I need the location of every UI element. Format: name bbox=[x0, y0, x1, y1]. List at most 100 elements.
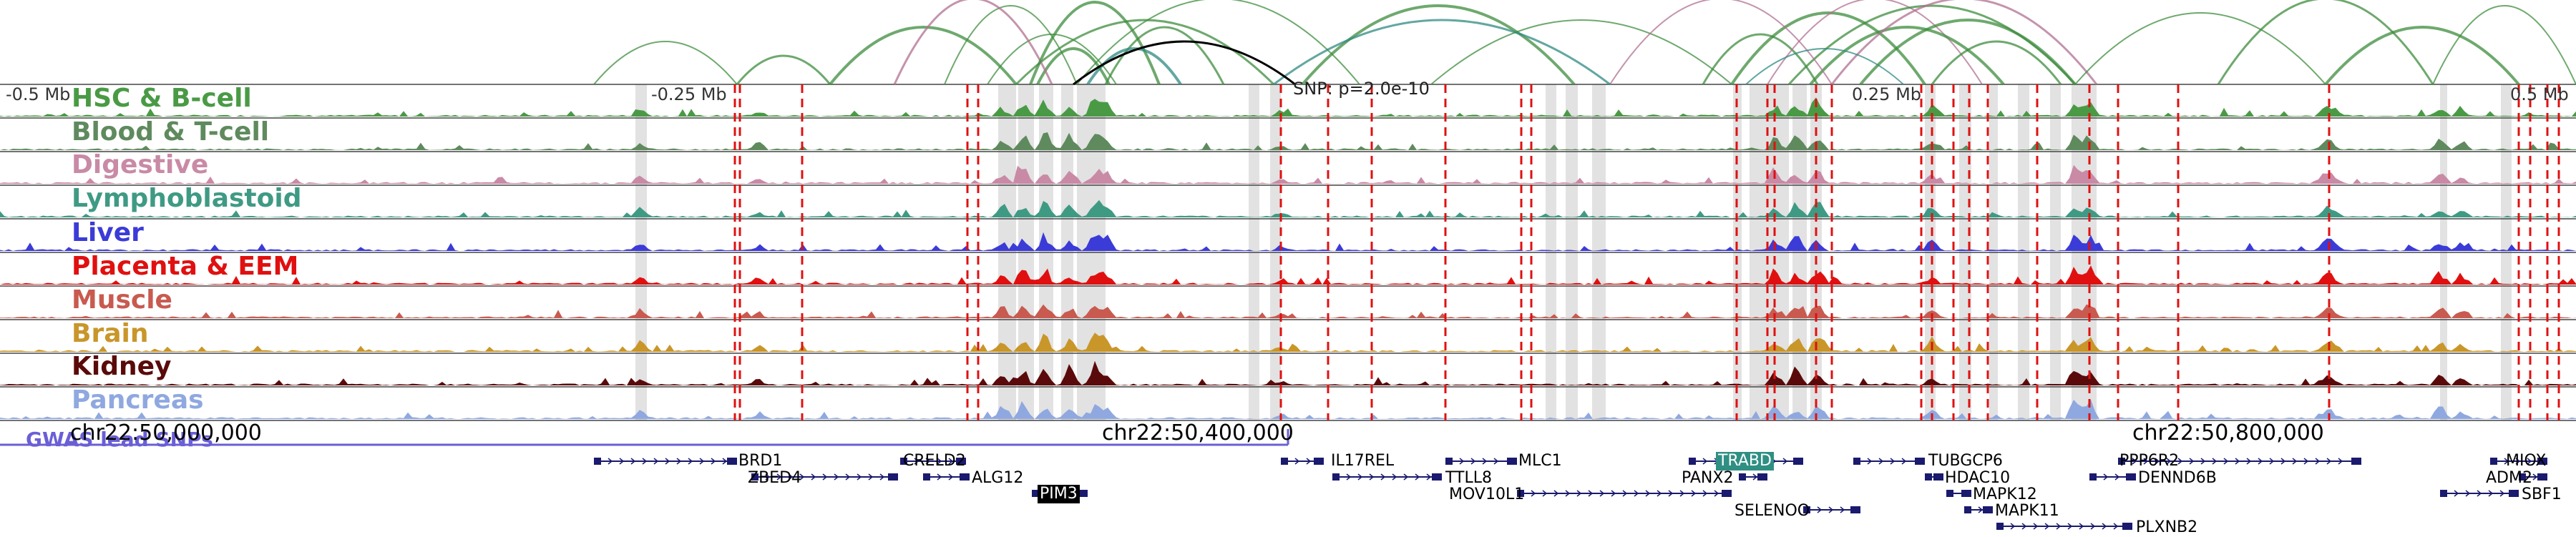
gene-label-panx2[interactable]: PANX2 bbox=[1682, 469, 1734, 487]
gene-exon bbox=[1757, 473, 1767, 481]
track-label-blood[interactable]: Blood & T-cell bbox=[72, 117, 270, 147]
strand-arrow bbox=[925, 458, 931, 465]
strand-arrow bbox=[688, 458, 693, 465]
gene-exon bbox=[1933, 473, 1943, 481]
strand-arrow bbox=[665, 458, 670, 465]
gene-exon bbox=[1925, 473, 1932, 481]
strand-arrow bbox=[653, 458, 659, 465]
gene-label-miox[interactable]: MIOX bbox=[2506, 452, 2547, 470]
gene-exon bbox=[1961, 490, 1971, 497]
interaction-arc bbox=[2217, 0, 2434, 85]
strand-arrow bbox=[1634, 490, 1639, 497]
coordinate-label: chr22:50,400,000 bbox=[1102, 420, 1294, 445]
track-label-liver[interactable]: Liver bbox=[72, 218, 144, 247]
signal-track-pancreas bbox=[0, 399, 2576, 419]
interaction-arc bbox=[1745, 48, 1904, 85]
strand-arrow bbox=[1392, 473, 1397, 481]
strand-arrow bbox=[1611, 490, 1616, 497]
strand-arrow bbox=[1867, 458, 1873, 465]
strand-arrow bbox=[1817, 506, 1823, 513]
gene-exon bbox=[1432, 473, 1442, 481]
signal-track-muscle bbox=[0, 304, 2576, 318]
strand-arrow bbox=[2258, 458, 2263, 465]
gene-exon bbox=[594, 458, 601, 465]
gene-label-adm2[interactable]: ADM2 bbox=[2486, 469, 2532, 487]
track-label-muscle[interactable]: Muscle bbox=[72, 285, 172, 315]
gene-label-alg12[interactable]: ALG12 bbox=[972, 469, 1024, 487]
interaction-arc bbox=[1702, 33, 1819, 85]
gene-label-selenoo[interactable]: SELENOO bbox=[1735, 502, 1810, 520]
track-label-brain[interactable]: Brain bbox=[72, 319, 149, 348]
track-label-hsc[interactable]: HSC & B-cell bbox=[72, 84, 252, 113]
strand-arrow bbox=[2033, 523, 2039, 530]
gene-label-il17rel[interactable]: IL17REL bbox=[1331, 452, 1395, 470]
gene-label-dennd6b[interactable]: DENND6B bbox=[2138, 469, 2217, 487]
gene-exon bbox=[751, 473, 758, 481]
gene-label-sbf1[interactable]: SBF1 bbox=[2522, 486, 2562, 503]
strand-arrow bbox=[1380, 473, 1386, 481]
interaction-arc bbox=[1036, 47, 1111, 85]
track-label-pancreas[interactable]: Pancreas bbox=[72, 385, 204, 415]
gene-label-hdac10[interactable]: HDAC10 bbox=[1945, 469, 2011, 487]
strand-arrow bbox=[2515, 458, 2521, 465]
gene-label-creld2[interactable]: CRELD2 bbox=[903, 452, 966, 470]
gene-label-pim3[interactable]: PIM3 bbox=[1038, 485, 1080, 503]
strand-arrow bbox=[948, 458, 954, 465]
strand-arrow bbox=[1657, 490, 1662, 497]
gene-label-ttll8[interactable]: TTLL8 bbox=[1445, 469, 1493, 487]
track-label-lymphoblastoid[interactable]: Lymphoblastoid bbox=[72, 184, 302, 213]
interaction-arc bbox=[1859, 19, 2077, 86]
strand-arrow bbox=[711, 458, 716, 465]
gene-exon bbox=[2440, 490, 2447, 497]
strand-arrow bbox=[788, 473, 794, 481]
gene-label-plxnb2[interactable]: PLXNB2 bbox=[2136, 518, 2198, 536]
interaction-arc bbox=[1073, 40, 1296, 86]
strand-arrow bbox=[2235, 458, 2240, 465]
strand-arrow bbox=[1415, 473, 1420, 481]
strand-arrow bbox=[1553, 490, 1559, 497]
gene-exon bbox=[2089, 473, 2097, 481]
gene-label-zbed4[interactable]: ZBED4 bbox=[748, 469, 802, 487]
strand-arrow bbox=[1878, 458, 1884, 465]
gene-exon bbox=[1332, 473, 1340, 481]
interaction-arc bbox=[1015, 19, 1275, 86]
strand-arrow bbox=[2102, 523, 2107, 530]
strand-arrow bbox=[2454, 490, 2459, 497]
gene-exon bbox=[2126, 473, 2136, 481]
strand-arrow bbox=[2189, 458, 2195, 465]
gene-exon bbox=[1032, 490, 1039, 497]
strand-arrow bbox=[1691, 490, 1697, 497]
signal-track-blood bbox=[0, 132, 2576, 150]
track-label-placenta[interactable]: Placenta & EEM bbox=[72, 252, 299, 281]
track-label-digestive[interactable]: Digestive bbox=[72, 150, 209, 179]
strand-arrow bbox=[2177, 458, 2183, 465]
gene-label-brd1[interactable]: BRD1 bbox=[738, 452, 783, 470]
gene-label-mapk11[interactable]: MAPK11 bbox=[1995, 502, 2059, 520]
strand-arrow bbox=[1840, 506, 1845, 513]
signal-track-lympho bbox=[0, 199, 2576, 217]
strand-arrow bbox=[2326, 458, 2332, 465]
strand-arrow bbox=[914, 458, 919, 465]
gene-exon bbox=[1517, 490, 1524, 497]
gene-label-tubgcp6[interactable]: TUBGCP6 bbox=[1928, 452, 2003, 470]
strand-arrow bbox=[2143, 458, 2149, 465]
strand-arrow bbox=[2499, 490, 2505, 497]
gene-label-mapk12[interactable]: MAPK12 bbox=[1973, 486, 2037, 503]
gene-label-mlc1[interactable]: MLC1 bbox=[1518, 452, 1562, 470]
strand-arrow bbox=[1357, 473, 1363, 481]
gwas-track-label[interactable]: GWAS lead SNPs bbox=[26, 428, 213, 451]
interaction-arc bbox=[2324, 26, 2520, 86]
strand-arrow bbox=[1426, 473, 1432, 481]
gene-label-mov10l1[interactable]: MOV10L1 bbox=[1449, 486, 1525, 503]
gene-exon bbox=[2537, 473, 2547, 481]
gene-exon bbox=[1793, 458, 1803, 465]
interaction-arc bbox=[1076, 0, 1360, 85]
track-label-kidney[interactable]: Kidney bbox=[72, 352, 172, 381]
strand-arrow bbox=[2269, 458, 2275, 465]
gene-label-ppp6r2[interactable]: PPP6R2 bbox=[2119, 452, 2180, 470]
gene-exon bbox=[2537, 458, 2547, 465]
interaction-arc bbox=[1609, 0, 1833, 85]
gene-label-trabd[interactable]: TRABD bbox=[1716, 452, 1774, 471]
